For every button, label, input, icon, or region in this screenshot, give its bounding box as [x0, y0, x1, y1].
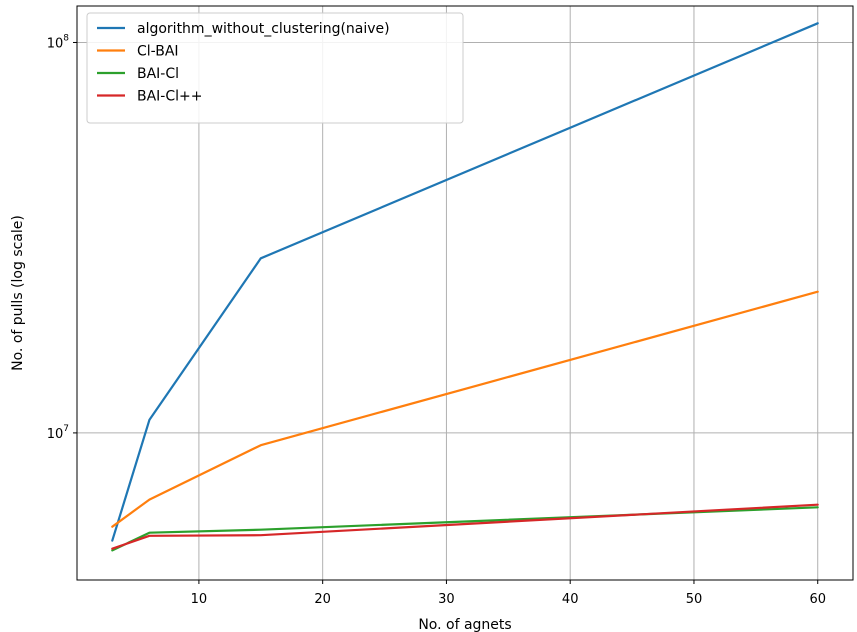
series-lines: [111, 22, 819, 552]
series-line-1: [111, 22, 819, 542]
legend-label: algorithm_without_clustering(naive): [137, 21, 390, 37]
legend-label: Cl-BAI: [137, 44, 179, 60]
x-tick-label: 10: [191, 592, 208, 607]
x-tick-label: 40: [562, 592, 579, 607]
y-axis-label: No. of pulls (log scale): [10, 215, 26, 371]
y-tick-label: 107: [47, 424, 69, 442]
x-axis-label: No. of agnets: [418, 617, 511, 632]
y-axis-ticks: 107 108: [47, 33, 77, 442]
x-tick-label: 50: [686, 592, 703, 607]
x-tick-label: 60: [809, 592, 826, 607]
series-line-2: [111, 290, 819, 528]
y-tick-label: 108: [47, 33, 70, 51]
legend-box: [86, 12, 464, 124]
series-line-4: [111, 503, 819, 550]
x-tick-label: 30: [438, 592, 455, 607]
x-tick-label: 20: [314, 592, 331, 607]
x-axis-ticks: 10 20 30 40 50 60: [191, 580, 826, 607]
legend-label: BAI-Cl++: [137, 89, 203, 105]
plot-frame: [76, 5, 854, 581]
legend-label: BAI-Cl: [137, 66, 179, 82]
legend: algorithm_without_clustering(naive) Cl-BA…: [86, 12, 464, 124]
